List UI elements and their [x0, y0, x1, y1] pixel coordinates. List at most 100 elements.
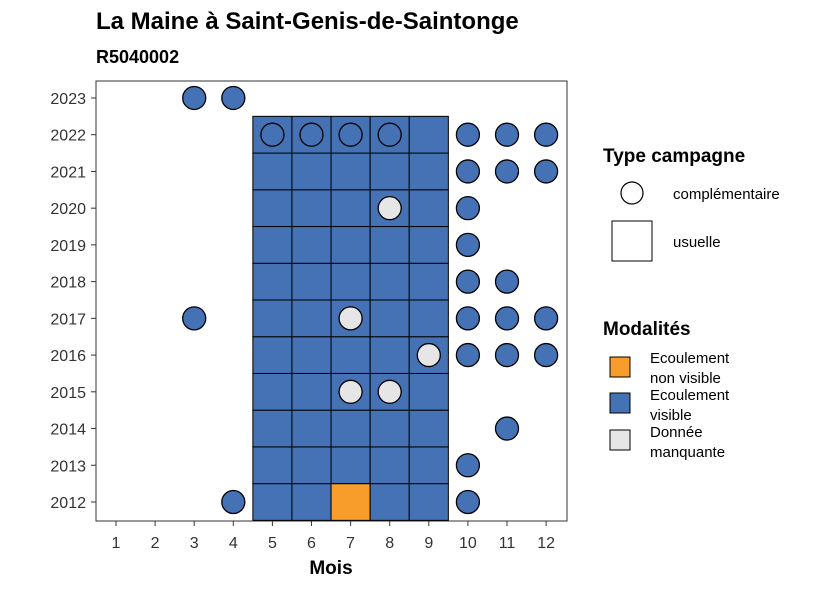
complementaire-point-2012-10 — [455, 489, 481, 515]
usuelle-cell-2013-5 — [252, 446, 293, 485]
complementaire-point-2021-12 — [533, 159, 559, 184]
x-tick-label-4: 4 — [229, 535, 238, 552]
usuelle-cell-2013-6 — [291, 446, 332, 485]
legend-non-visible-label: Ecoulement non visible — [650, 350, 733, 387]
y-axis: 2012 2013 2014 2015 2016 2017 2018 2019 2020 2021… — [50, 91, 96, 512]
usuelle-cell-2021-6 — [291, 152, 332, 191]
x-tick-label-12: 12 — [537, 535, 555, 552]
usuelle-cell-2014-8 — [369, 409, 410, 448]
legend-usuelle-label: usuelle — [673, 234, 721, 251]
y-tick-label-2019: 2019 — [50, 238, 86, 255]
usuelle-cell-2020-6 — [291, 189, 332, 228]
usuelle-cell-2014-6 — [291, 409, 332, 448]
complementaire-point-2022-10 — [455, 122, 481, 147]
complementaire-point-2021-10 — [455, 159, 481, 184]
legend-non-visible-key — [609, 356, 631, 378]
x-axis: 1 2 3 4 5 6 7 8 9 10 11 12 — [112, 521, 555, 552]
usuelle-cell-2012-7 — [330, 483, 371, 521]
y-tick-label-2022: 2022 — [50, 128, 86, 145]
complementaire-point-2019-10 — [455, 232, 481, 258]
y-tick-label-2014: 2014 — [50, 422, 86, 439]
usuelle-cell-2019-9 — [408, 226, 449, 264]
usuelle-cell-2016-8 — [369, 336, 410, 374]
usuelle-cell-2018-5 — [252, 262, 293, 301]
complementaire-point-2016-10 — [455, 342, 481, 368]
y-tick-label-2016: 2016 — [50, 348, 86, 365]
x-tick-label-6: 6 — [307, 535, 316, 552]
legend-manquante-label: Donnée manquante — [650, 424, 725, 461]
legend-type-campagne: Type campagne complémentaire usuelle — [603, 146, 780, 262]
usuelle-cell-2017-9 — [408, 299, 449, 338]
x-tick-label-11: 11 — [499, 535, 516, 552]
complementaire-point-2022-11 — [494, 122, 520, 147]
x-tick-label-3: 3 — [190, 535, 199, 552]
usuelle-cell-2018-8 — [369, 262, 410, 301]
usuelle-cell-2019-8 — [369, 226, 410, 264]
chart-subtitle: R5040002 — [96, 47, 179, 67]
usuelle-cell-2012-9 — [408, 483, 449, 521]
x-axis-title: Mois — [309, 558, 352, 579]
usuelle-cell-2016-7 — [330, 336, 371, 374]
usuelle-cell-2020-7 — [330, 189, 371, 228]
y-tick-label-2017: 2017 — [50, 311, 86, 328]
chart-title: La Maine à Saint-Genis-de-Saintonge — [96, 8, 519, 35]
usuelle-cell-2014-9 — [408, 409, 449, 448]
complementaire-point-2021-11 — [494, 159, 520, 184]
y-tick-label-2018: 2018 — [50, 275, 86, 292]
y-tick-label-2023: 2023 — [50, 91, 86, 108]
y-tick-label-2012: 2012 — [50, 495, 86, 512]
usuelle-cell-2022-9 — [408, 115, 449, 154]
complementaire-point-2022-8 — [377, 122, 402, 147]
usuelle-cell-2016-5 — [252, 336, 293, 374]
complementaire-point-2022-12 — [533, 122, 559, 147]
complementaire-point-2017-3 — [182, 306, 207, 331]
x-tick-label-9: 9 — [424, 535, 433, 552]
complementaire-point-2018-11 — [494, 269, 520, 294]
complementaire-point-2016-11 — [494, 342, 520, 368]
complementaire-point-2023-4 — [221, 85, 246, 111]
usuelle-cell-2021-5 — [252, 152, 293, 191]
x-tick-label-2: 2 — [151, 535, 160, 552]
complementaire-point-2023-3 — [182, 85, 207, 111]
complementaire-point-2020-8 — [377, 196, 402, 221]
usuelle-cell-2021-7 — [330, 152, 371, 191]
complementaire-point-2017-12 — [533, 306, 559, 331]
legend-visible-key — [609, 392, 631, 414]
complementaire-point-2020-10 — [455, 196, 481, 221]
usuelle-cell-2013-7 — [330, 446, 371, 485]
complementaire-point-2022-5 — [260, 122, 285, 147]
usuelle-cell-2017-6 — [291, 299, 332, 338]
complementaire-point-2017-7 — [338, 306, 363, 331]
x-tick-label-7: 7 — [346, 535, 355, 552]
usuelle-cell-2021-8 — [369, 152, 410, 191]
legend-complementaire-label: complémentaire — [673, 186, 780, 203]
legend-type-campagne-title: Type campagne — [603, 146, 745, 167]
usuelle-cell-2013-8 — [369, 446, 410, 485]
usuelle-cell-2020-9 — [408, 189, 449, 228]
usuelle-cell-2019-6 — [291, 226, 332, 264]
usuelle-cell-2017-8 — [369, 299, 410, 338]
usuelle-squares-layer — [252, 115, 449, 521]
x-tick-label-1: 1 — [112, 535, 121, 552]
complementaire-point-2015-8 — [377, 379, 402, 404]
complementaire-point-2016-12 — [533, 342, 559, 368]
legend-modalites-title: Modalités — [603, 319, 691, 340]
complementaire-point-2022-7 — [338, 122, 363, 147]
y-tick-label-2013: 2013 — [50, 458, 86, 475]
usuelle-cell-2019-7 — [330, 226, 371, 264]
usuelle-cell-2014-5 — [252, 409, 293, 448]
complementaire-point-2017-10 — [455, 306, 481, 331]
complementaire-point-2017-11 — [494, 306, 520, 331]
legend-usuelle-key — [611, 220, 653, 262]
usuelle-cell-2018-9 — [408, 262, 449, 301]
legend-visible-label: Ecoulement visible — [650, 387, 733, 424]
usuelle-cell-2015-5 — [252, 372, 293, 411]
complementaire-point-2022-6 — [299, 122, 324, 147]
complementaire-circles-layer — [182, 85, 559, 515]
usuelle-cell-2019-5 — [252, 226, 293, 264]
x-tick-label-5: 5 — [268, 535, 277, 552]
x-tick-label-10: 10 — [459, 535, 477, 552]
complementaire-point-2014-11 — [494, 416, 520, 441]
usuelle-cell-2018-7 — [330, 262, 371, 301]
